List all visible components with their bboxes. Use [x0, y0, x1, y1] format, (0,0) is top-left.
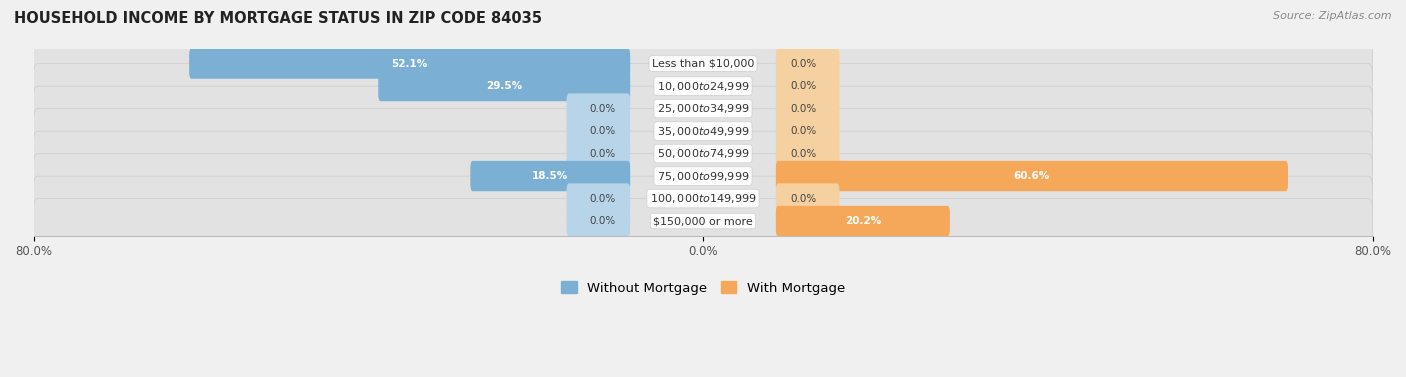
FancyBboxPatch shape [567, 206, 630, 236]
FancyBboxPatch shape [776, 183, 839, 214]
Text: 0.0%: 0.0% [589, 193, 616, 204]
FancyBboxPatch shape [471, 161, 630, 191]
Text: $100,000 to $149,999: $100,000 to $149,999 [650, 192, 756, 205]
FancyBboxPatch shape [567, 93, 630, 124]
FancyBboxPatch shape [34, 109, 1372, 153]
Text: 0.0%: 0.0% [790, 58, 817, 69]
Text: HOUSEHOLD INCOME BY MORTGAGE STATUS IN ZIP CODE 84035: HOUSEHOLD INCOME BY MORTGAGE STATUS IN Z… [14, 11, 543, 26]
Text: 20.2%: 20.2% [845, 216, 882, 226]
Text: Less than $10,000: Less than $10,000 [652, 58, 754, 69]
Text: $10,000 to $24,999: $10,000 to $24,999 [657, 80, 749, 92]
Text: 0.0%: 0.0% [790, 193, 817, 204]
Text: 29.5%: 29.5% [486, 81, 522, 91]
FancyBboxPatch shape [34, 131, 1372, 176]
FancyBboxPatch shape [776, 93, 839, 124]
FancyBboxPatch shape [776, 161, 1288, 191]
Text: 0.0%: 0.0% [589, 149, 616, 159]
Text: 60.6%: 60.6% [1014, 171, 1050, 181]
FancyBboxPatch shape [190, 48, 630, 79]
FancyBboxPatch shape [34, 64, 1372, 109]
Text: 52.1%: 52.1% [391, 58, 427, 69]
Text: 0.0%: 0.0% [790, 81, 817, 91]
Text: Source: ZipAtlas.com: Source: ZipAtlas.com [1274, 11, 1392, 21]
Text: 18.5%: 18.5% [531, 171, 568, 181]
Text: 0.0%: 0.0% [589, 216, 616, 226]
FancyBboxPatch shape [34, 199, 1372, 244]
FancyBboxPatch shape [34, 86, 1372, 131]
Text: $50,000 to $74,999: $50,000 to $74,999 [657, 147, 749, 160]
Legend: Without Mortgage, With Mortgage: Without Mortgage, With Mortgage [555, 276, 851, 300]
Text: 0.0%: 0.0% [790, 149, 817, 159]
Text: 0.0%: 0.0% [589, 104, 616, 113]
FancyBboxPatch shape [378, 71, 630, 101]
Text: $35,000 to $49,999: $35,000 to $49,999 [657, 124, 749, 138]
FancyBboxPatch shape [776, 116, 839, 146]
FancyBboxPatch shape [34, 176, 1372, 221]
FancyBboxPatch shape [776, 206, 950, 236]
FancyBboxPatch shape [567, 138, 630, 169]
Text: $150,000 or more: $150,000 or more [654, 216, 752, 226]
FancyBboxPatch shape [776, 48, 839, 79]
Text: 0.0%: 0.0% [589, 126, 616, 136]
FancyBboxPatch shape [34, 41, 1372, 86]
Text: $25,000 to $34,999: $25,000 to $34,999 [657, 102, 749, 115]
FancyBboxPatch shape [567, 116, 630, 146]
Text: $75,000 to $99,999: $75,000 to $99,999 [657, 170, 749, 182]
FancyBboxPatch shape [567, 183, 630, 214]
Text: 0.0%: 0.0% [790, 126, 817, 136]
FancyBboxPatch shape [34, 154, 1372, 198]
FancyBboxPatch shape [776, 138, 839, 169]
FancyBboxPatch shape [776, 71, 839, 101]
Text: 0.0%: 0.0% [790, 104, 817, 113]
